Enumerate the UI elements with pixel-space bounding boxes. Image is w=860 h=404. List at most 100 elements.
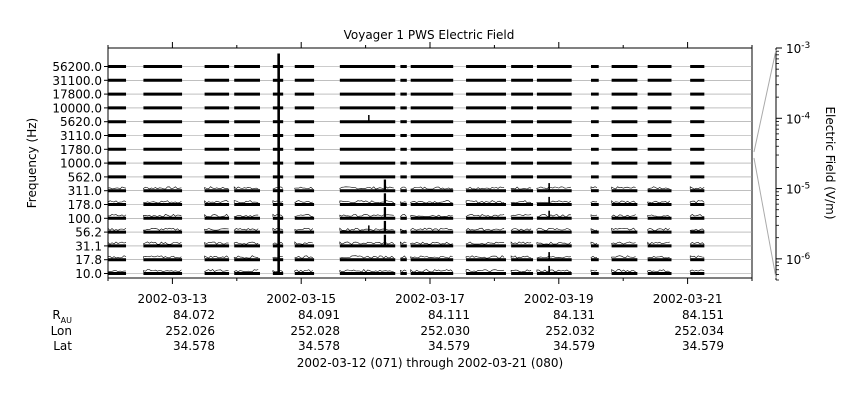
channel-noise: [294, 200, 313, 204]
y-tick-label: 10.0: [75, 267, 102, 281]
x-tick-label: 2002-03-15: [266, 292, 336, 306]
channel-noise: [272, 200, 284, 204]
channel-noise: [647, 186, 670, 190]
channel-noise: [611, 214, 636, 218]
channel-noise: [647, 200, 670, 204]
channel-noise: [590, 186, 598, 190]
channel-noise: [272, 213, 284, 218]
channel-noise: [536, 241, 572, 245]
channel-noise: [536, 213, 571, 218]
channel-noise: [611, 186, 636, 190]
channel-noise: [590, 269, 598, 272]
colorbar-tick-label: 10-4: [786, 111, 811, 126]
channel-noise: [510, 200, 532, 204]
channel-noise: [107, 227, 127, 231]
y-tick-label: 56.2: [75, 226, 102, 240]
channel-noise: [647, 269, 670, 273]
channel-noise: [400, 228, 407, 231]
channel-noise: [611, 255, 636, 259]
ephemeris-value: 84.091: [298, 308, 340, 322]
channel-noise: [143, 241, 182, 245]
channel-noise: [536, 186, 571, 190]
y-tick-label: 178.0: [68, 198, 102, 212]
channel-noise: [410, 214, 453, 217]
y-axis-label: Frequency (Hz): [25, 118, 39, 209]
channel-noise: [272, 256, 283, 259]
colorbar-tick-label: 10-5: [786, 182, 810, 197]
channel-noise: [536, 200, 572, 204]
ephemeris-row-label: RAU: [52, 308, 72, 325]
y-tick-label: 311.0: [68, 184, 102, 198]
ephemeris-row-label: Lat: [53, 339, 72, 353]
channel-lines: [107, 65, 752, 275]
channel-noise: [272, 270, 284, 273]
channel-noise: [400, 241, 407, 245]
channel-noise: [510, 255, 532, 259]
channel-noise: [143, 200, 182, 204]
channel-noise: [204, 255, 229, 259]
channel-noise: [465, 241, 505, 245]
channel-noise: [465, 200, 505, 204]
channel-noise: [107, 255, 127, 259]
channel-noise: [107, 200, 127, 203]
channel-noise: [689, 186, 705, 190]
ephemeris-value: 34.579: [428, 339, 470, 353]
channel-noise: [536, 255, 571, 259]
channel-noise: [465, 227, 505, 231]
channel-noise: [204, 228, 229, 231]
channel-noise: [400, 255, 407, 259]
channel-noise: [143, 186, 182, 190]
channel-noise: [510, 228, 532, 231]
channel-noise: [233, 241, 259, 245]
y-tick-label: 31100.0: [52, 74, 102, 88]
y-axis-ticks: 56200.031100.017800.010000.05620.03110.0…: [52, 60, 108, 281]
channel-noise: [143, 269, 182, 273]
ephemeris-value: 252.034: [674, 324, 724, 338]
ephemeris-table: RAU 84.072 84.091 84.111 84.131 84.151 Lon 252.…: [51, 308, 724, 353]
channel-noise: [647, 227, 670, 231]
channel-noise: [510, 241, 532, 245]
channel-noise: [510, 214, 532, 217]
ephemeris-value: 84.072: [173, 308, 215, 322]
x-tick-label: 2002-03-19: [524, 292, 594, 306]
channel-noise: [272, 227, 284, 231]
channel-noise: [233, 200, 259, 204]
channel-noise: [410, 255, 453, 259]
channel-noise: [536, 269, 571, 273]
channel-noise: [465, 186, 505, 190]
y-tick-label: 562.0: [68, 170, 102, 184]
channel-noise: [204, 269, 229, 272]
ephemeris-value: 34.578: [173, 339, 215, 353]
y-tick-label: 10000.0: [52, 101, 102, 115]
channel-noise: [400, 186, 407, 190]
y-tick-label: 3110.0: [60, 129, 102, 143]
channel-noise: [143, 227, 182, 231]
channel-noise: [590, 214, 598, 217]
ephemeris-value: 252.030: [420, 324, 470, 338]
ephemeris-value: 84.111: [428, 308, 470, 322]
ephemeris-value: 34.579: [682, 339, 724, 353]
channel-noise: [107, 241, 127, 245]
colorbar-label: Electric Field (V/m): [823, 106, 837, 219]
y-tick-label: 100.0: [68, 212, 102, 226]
channel-noise: [294, 214, 313, 217]
channel-noise: [465, 255, 505, 259]
channel-noise: [590, 201, 598, 203]
y-tick-label: 56200.0: [52, 60, 102, 74]
x-tick-label: 2002-03-13: [138, 292, 208, 306]
channel-noise: [611, 269, 636, 273]
channel-noise: [689, 200, 705, 204]
channel-noise: [689, 269, 705, 273]
channel-noise: [143, 255, 182, 259]
channel-noise: [590, 241, 598, 245]
channel-noise: [647, 255, 670, 259]
channel-noise: [339, 255, 394, 259]
channel-noise: [233, 214, 259, 218]
channel-noise: [233, 255, 259, 259]
ephemeris-value: 252.026: [165, 324, 215, 338]
channel-noise: [611, 227, 636, 231]
colorbar: 10-3 10-4 10-5 10-6: [753, 41, 811, 281]
channel-noise: [107, 214, 127, 217]
channel-noise: [689, 242, 705, 245]
ephemeris-value: 34.579: [553, 339, 595, 353]
